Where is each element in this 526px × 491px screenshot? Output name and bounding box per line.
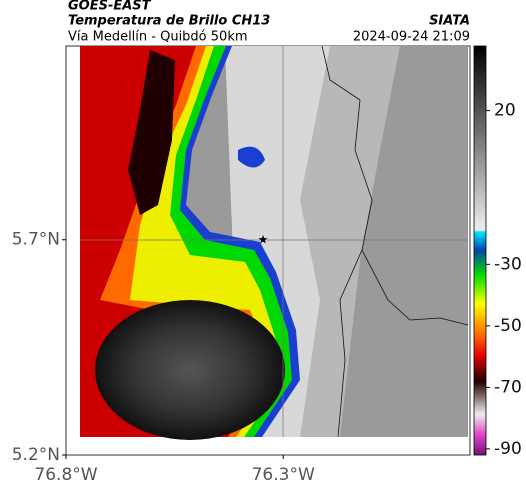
axes: 76.8°W 76.3°W 5.7°N 5.2°N 20 -30 -50 -70 -90 bbox=[12, 101, 522, 485]
colorbar-tick-label: -30 bbox=[494, 254, 522, 274]
subtitle: Temperatura de Brillo CH13 bbox=[68, 14, 270, 29]
title: GOES-EAST bbox=[68, 0, 152, 14]
colorbar-tick-label: -70 bbox=[494, 377, 522, 397]
location: Vía Medellín - Quibdó 50km bbox=[68, 30, 248, 45]
x-tick-label: 76.8°W bbox=[34, 465, 97, 485]
colorbar-tick-label: 20 bbox=[494, 101, 516, 121]
source: SIATA bbox=[429, 14, 470, 29]
y-tick-label: 5.7°N bbox=[12, 230, 60, 250]
x-tick-label: 76.3°W bbox=[252, 465, 315, 485]
datetime: 2024-09-24 21:09 bbox=[353, 30, 470, 45]
colorbar-tick-label: -90 bbox=[494, 439, 522, 459]
map-image: ★ bbox=[65, 45, 487, 456]
colorbar-tick-label: -50 bbox=[494, 316, 522, 336]
svg-text:★: ★ bbox=[258, 233, 269, 247]
y-tick-label: 5.2°N bbox=[12, 445, 60, 465]
